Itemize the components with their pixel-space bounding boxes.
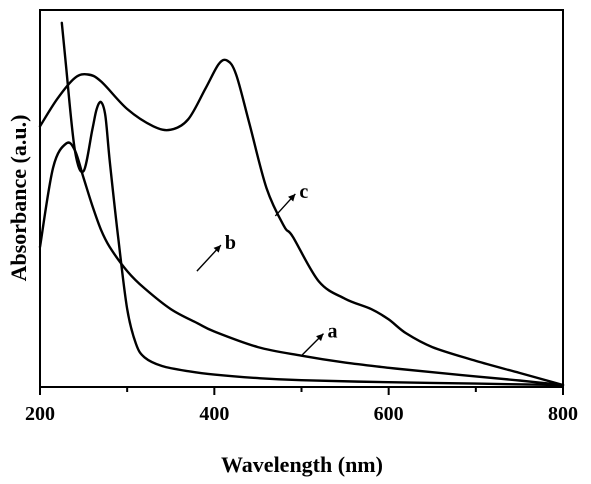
x-tick-label: 200 [25, 403, 55, 425]
curve-annotations: a b c [197, 181, 338, 356]
annotation-c-label: c [299, 181, 308, 203]
spectra-curves [40, 23, 563, 385]
y-axis-title: Absorbance (a.u.) [6, 115, 31, 282]
axis-ticks [40, 387, 563, 395]
series-c-line [40, 60, 563, 385]
x-tick-label: 400 [199, 403, 229, 425]
x-tick-labels: 200 400 600 800 [25, 403, 578, 425]
series-b-line [62, 23, 563, 385]
annotation-b-label: b [225, 232, 236, 254]
annotation-a-label: a [328, 321, 338, 343]
x-tick-label: 800 [548, 403, 578, 425]
x-tick-label: 600 [374, 403, 404, 425]
x-axis-title: Wavelength (nm) [221, 452, 383, 477]
series-a-line [40, 143, 563, 385]
